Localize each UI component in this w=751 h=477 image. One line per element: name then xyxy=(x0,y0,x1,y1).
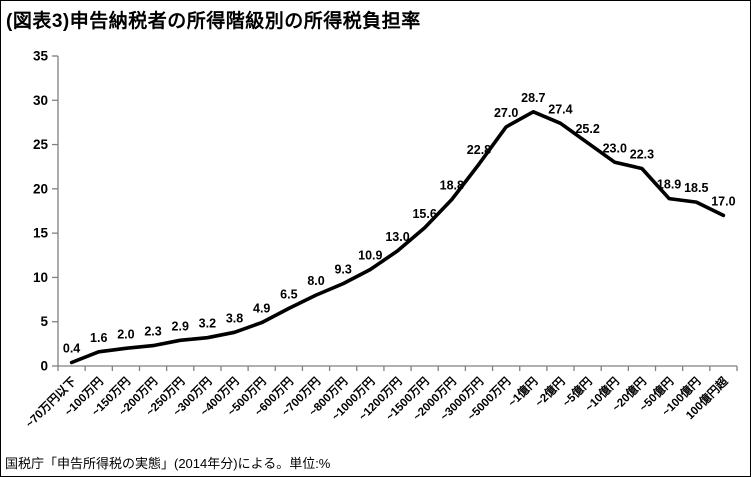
source-note: 国税庁「申告所得税の実態」(2014年分)による。単位:% xyxy=(5,456,331,471)
data-label: 13.0 xyxy=(385,230,409,244)
data-label: 22.3 xyxy=(630,147,654,161)
data-label: 3.2 xyxy=(199,317,216,331)
y-axis-label: 35 xyxy=(33,49,49,64)
x-axis-label: ~2億円 xyxy=(532,374,567,409)
data-label: 22.8 xyxy=(467,143,491,157)
y-axis-label: 20 xyxy=(33,181,48,196)
data-label: 0.4 xyxy=(63,341,80,355)
y-axis-label: 0 xyxy=(40,359,48,374)
data-label: 2.0 xyxy=(117,327,134,341)
data-label: 27.0 xyxy=(494,106,518,120)
data-label: 1.6 xyxy=(90,331,107,345)
y-axis-label: 10 xyxy=(33,270,48,285)
chart-title: (図表3)申告納税者の所得階級別の所得税負担率 xyxy=(6,11,421,32)
data-label: 9.3 xyxy=(334,263,351,277)
data-label: 28.7 xyxy=(521,91,545,105)
series-line xyxy=(69,110,726,365)
data-label: 15.6 xyxy=(412,207,436,221)
data-label: 18.8 xyxy=(440,178,464,192)
data-label: 17.0 xyxy=(711,194,735,208)
y-axis-label: 15 xyxy=(33,226,49,241)
y-axis-label: 25 xyxy=(33,137,49,152)
data-label: 25.2 xyxy=(575,122,599,136)
x-axis-label: ~1億円 xyxy=(505,374,540,409)
data-label: 2.9 xyxy=(172,319,189,333)
data-label: 6.5 xyxy=(280,287,297,301)
data-label: 10.9 xyxy=(358,248,382,262)
y-axis-label: 5 xyxy=(40,314,48,329)
data-label: 18.5 xyxy=(684,181,708,195)
data-label: 4.9 xyxy=(253,302,270,316)
data-label: 3.8 xyxy=(226,311,243,325)
data-label: 8.0 xyxy=(307,274,324,288)
data-label: 18.9 xyxy=(657,178,681,192)
data-label: 2.3 xyxy=(144,325,161,339)
data-label: 23.0 xyxy=(603,141,627,155)
data-label: 27.4 xyxy=(548,102,572,116)
y-axis-label: 30 xyxy=(33,93,48,108)
